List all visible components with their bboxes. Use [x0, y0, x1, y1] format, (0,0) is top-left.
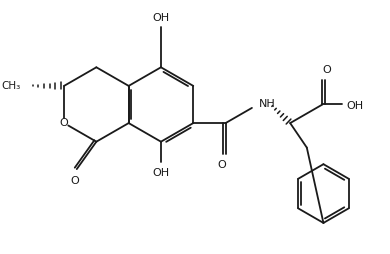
- Text: CH₃: CH₃: [2, 81, 21, 91]
- Text: O: O: [71, 176, 79, 186]
- Text: O: O: [60, 118, 68, 128]
- Text: NH: NH: [259, 100, 276, 109]
- Text: OH: OH: [152, 168, 170, 178]
- Text: OH: OH: [346, 101, 363, 112]
- Text: OH: OH: [152, 13, 170, 23]
- Text: O: O: [322, 65, 331, 75]
- Text: O: O: [217, 160, 226, 170]
